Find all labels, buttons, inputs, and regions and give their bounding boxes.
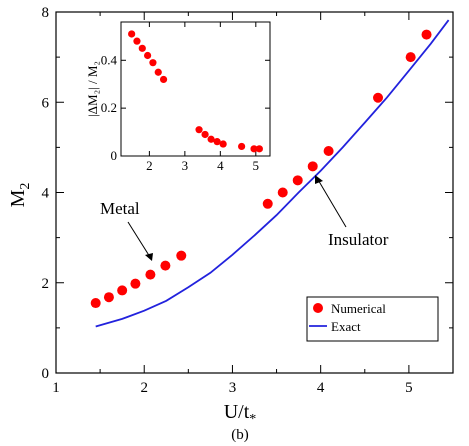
y-axis-label: M2 — [7, 183, 33, 208]
insulator-arrow — [316, 177, 347, 228]
x-tick-label: 3 — [229, 380, 237, 396]
inset-data-point — [238, 142, 246, 151]
inset-data-point — [250, 145, 258, 153]
main-ticks — [55, 11, 453, 374]
metal-arrowhead — [145, 253, 153, 261]
y-tick-label: 2 — [42, 276, 50, 292]
x-tick-label: 5 — [405, 380, 413, 396]
inset-data-point — [154, 68, 162, 76]
inset-data-point — [255, 145, 263, 153]
inset-points — [128, 30, 263, 153]
metal-arrow — [127, 221, 151, 258]
inset-y-tick-label: 0.4 — [101, 52, 118, 67]
inset-background — [121, 22, 270, 156]
data-point — [421, 29, 432, 40]
inset-data-point — [128, 30, 136, 38]
data-point — [160, 260, 171, 271]
inset-frame — [120, 21, 271, 157]
x-tick-label: 1 — [52, 380, 60, 396]
data-point — [292, 175, 303, 186]
inset-tick-labels: 2 3 4 5 0 0.2 0.4 — [101, 52, 259, 173]
panel-label: (b) — [231, 427, 249, 443]
data-point — [307, 161, 318, 172]
inset-data-point — [195, 126, 203, 134]
inset-x-tick-label: 3 — [182, 158, 189, 173]
y-tick-label: 4 — [42, 186, 50, 202]
data-point — [130, 278, 141, 289]
data-point — [405, 52, 416, 63]
y-tick-label: 0 — [42, 366, 50, 382]
inset-x-tick-label: 5 — [253, 158, 260, 173]
data-point — [117, 285, 128, 296]
insulator-annotation: Insulator — [328, 230, 389, 249]
inset-data-point — [133, 37, 141, 45]
main-tick-labels: 1 2 3 4 5 0 2 4 6 8 — [42, 5, 413, 396]
legend-box — [306, 296, 439, 342]
legend-exact-label: Exact — [331, 319, 361, 334]
y-tick-label: 6 — [42, 95, 50, 111]
inset-data-point — [201, 130, 209, 139]
inset-data-point — [219, 140, 227, 148]
inset-ticks — [121, 22, 270, 157]
data-point — [323, 145, 334, 156]
numerical-series-points — [90, 29, 432, 309]
inset-y-tick-label: 0 — [111, 148, 118, 163]
insulator-arrowhead — [315, 175, 323, 184]
legend-numerical-marker — [313, 303, 323, 313]
x-tick-label: 2 — [140, 380, 148, 396]
inset-data-point — [159, 75, 168, 84]
y-tick-label: 8 — [42, 5, 50, 21]
data-point — [176, 250, 187, 261]
metal-annotation: Metal — [100, 199, 140, 218]
inset-data-point — [207, 135, 215, 143]
x-tick-label: 4 — [317, 380, 325, 396]
data-point — [277, 187, 288, 198]
inset-y-tick-label: 0.2 — [101, 100, 117, 115]
x-axis-label: U/t* — [224, 401, 257, 427]
data-point — [262, 198, 273, 209]
inset-x-tick-label: 2 — [146, 158, 153, 173]
data-point — [145, 269, 156, 280]
inset-data-point — [149, 59, 157, 67]
exact-series-line — [95, 19, 450, 328]
data-point — [373, 92, 384, 103]
data-point — [103, 292, 114, 303]
legend-numerical-label: Numerical — [331, 301, 386, 316]
inset-data-point — [213, 138, 221, 146]
inset-data-point — [138, 44, 146, 52]
inset-data-point — [144, 51, 152, 60]
inset-y-axis-label: |ΔM₂| / M₂ — [85, 61, 100, 117]
data-point — [90, 298, 101, 309]
inset-x-tick-label: 4 — [217, 158, 224, 173]
